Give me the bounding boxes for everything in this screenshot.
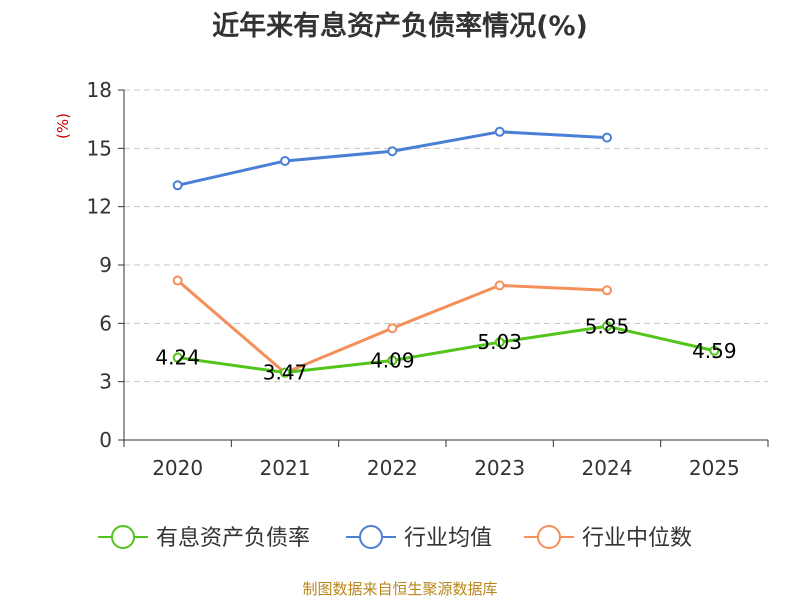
legend-label: 行业中位数 — [582, 526, 692, 551]
legend-marker — [111, 525, 135, 549]
data-point — [602, 285, 612, 296]
x-tick-label: 2021 — [260, 456, 311, 480]
data-label: 5.85 — [585, 314, 630, 338]
axes: 0 3 6 9 12 15 18 2020 2021 2022 2023 2024 2025 (%) — [54, 78, 769, 480]
y-tick-label: 12 — [87, 195, 112, 219]
x-tick-label: 2022 — [367, 456, 418, 480]
data-label: 3.47 — [263, 361, 308, 385]
data-label: 4.24 — [155, 346, 200, 370]
data-point — [172, 275, 183, 286]
data-point — [280, 155, 290, 166]
x-tick-label: 2025 — [689, 456, 740, 480]
legend: 有息资产负债率 行业均值 行业中位数 — [98, 525, 692, 551]
grid-lines — [124, 89, 768, 383]
data-point — [387, 146, 398, 157]
data-labels: 4.24 3.47 4.09 5.03 5.85 4.59 — [155, 314, 736, 384]
data-label: 4.09 — [370, 348, 415, 372]
chart-title: 近年来有息资产负债率情况(%) — [212, 11, 588, 42]
data-point — [387, 323, 398, 334]
data-point — [387, 355, 398, 366]
y-tick-label: 6 — [99, 311, 112, 335]
series-lines — [172, 126, 720, 378]
legend-item: 有息资产负债率 — [98, 525, 310, 551]
y-tick-label: 9 — [99, 253, 112, 277]
data-point — [172, 180, 183, 191]
data-point — [709, 345, 720, 356]
data-point — [494, 126, 505, 137]
legend-item: 行业均值 — [346, 525, 492, 551]
y-tick-label: 18 — [87, 78, 112, 102]
x-tick-label: 2023 — [474, 456, 525, 480]
y-tick-label: 15 — [87, 136, 112, 160]
data-point — [602, 132, 612, 143]
series-line — [177, 324, 715, 375]
data-label: 4.59 — [692, 339, 737, 363]
legend-label: 有息资产负债率 — [156, 526, 310, 551]
data-point — [494, 337, 505, 348]
legend-marker — [537, 525, 561, 549]
data-label: 5.03 — [477, 330, 522, 354]
x-tick-label: 2024 — [582, 456, 633, 480]
y-tick-label: 0 — [99, 428, 112, 452]
y-tick-label: 3 — [99, 370, 112, 394]
data-point — [602, 321, 612, 332]
series-line — [177, 130, 608, 187]
data-point — [280, 367, 290, 378]
data-point — [172, 352, 183, 363]
legend-marker — [359, 525, 383, 549]
x-tick-label: 2020 — [152, 456, 203, 480]
source-note: 制图数据来自恒生聚源数据库 — [302, 580, 498, 598]
legend-item: 行业中位数 — [524, 525, 692, 551]
legend-label: 行业均值 — [404, 526, 492, 551]
data-point — [494, 280, 505, 291]
y-axis-title: (%) — [54, 113, 72, 139]
